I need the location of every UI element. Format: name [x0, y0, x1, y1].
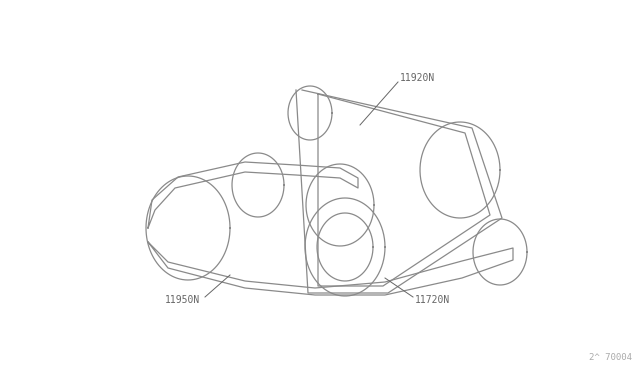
Text: 2^ 70004: 2^ 70004 [589, 353, 632, 362]
Text: 11720N: 11720N [415, 295, 451, 305]
Text: 11920N: 11920N [400, 73, 435, 83]
Text: 11950N: 11950N [165, 295, 200, 305]
